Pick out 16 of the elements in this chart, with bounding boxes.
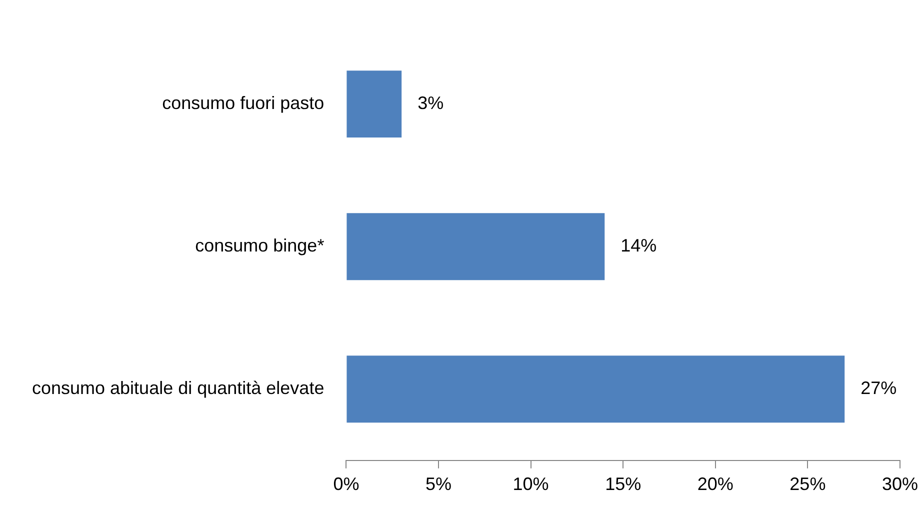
- x-tick-label: 10%: [512, 474, 549, 494]
- x-tick-label: 15%: [605, 474, 642, 494]
- x-tick-label: 25%: [790, 474, 826, 494]
- data-label: 3%: [418, 93, 444, 114]
- bar: [346, 70, 402, 138]
- y-tick-label: consumo abituale di quantità elevate: [32, 378, 324, 398]
- bar: [346, 356, 845, 423]
- data-label: 27%: [860, 378, 897, 398]
- x-tick-label: 20%: [697, 474, 734, 494]
- y-tick-label: consumo binge*: [195, 236, 324, 256]
- x-tick-label: 5%: [425, 474, 452, 494]
- data-label: 14%: [620, 236, 657, 256]
- y-tick-label: consumo fuori pasto: [162, 93, 324, 114]
- x-tick-label: 30%: [882, 474, 918, 494]
- bar: [346, 213, 605, 280]
- x-tick-label: 0%: [333, 474, 360, 494]
